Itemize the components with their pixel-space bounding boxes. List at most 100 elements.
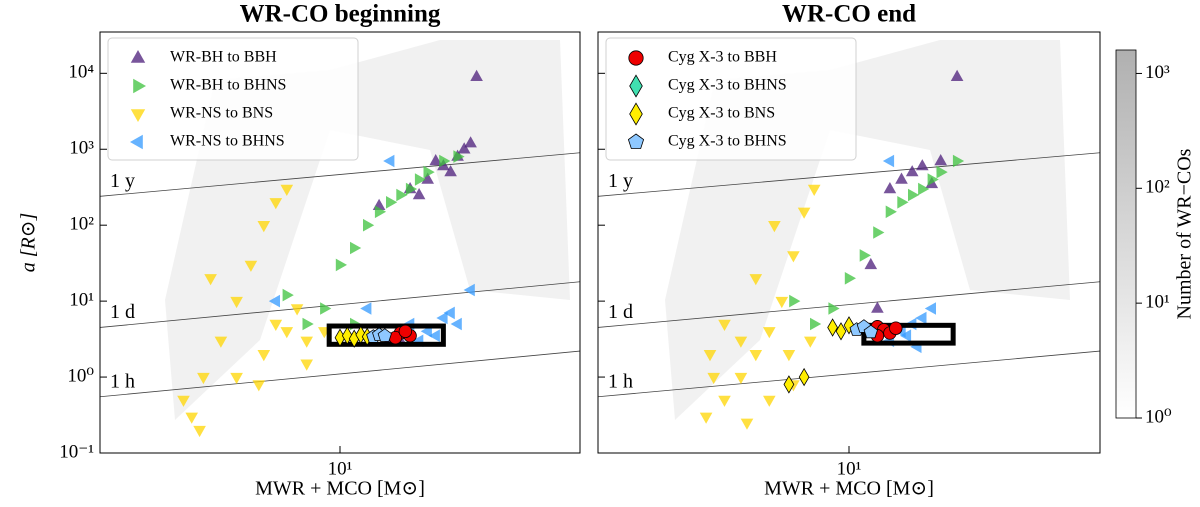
marker (629, 74, 643, 98)
period-label: 1 h (110, 370, 135, 392)
marker (797, 207, 811, 219)
cyg-box (326, 323, 446, 347)
marker (335, 258, 347, 272)
marker (883, 182, 897, 194)
period-line (99, 350, 581, 398)
marker (629, 102, 643, 126)
marker (269, 198, 283, 210)
marker (889, 321, 903, 335)
marker (718, 395, 731, 407)
marker (396, 188, 408, 202)
colorbar (1115, 49, 1137, 419)
marker (130, 50, 146, 63)
marker (828, 302, 840, 315)
marker (871, 301, 884, 313)
marker (807, 184, 821, 196)
marker (768, 221, 781, 233)
marker (428, 329, 440, 342)
period-label: 1 d (608, 301, 633, 323)
marker (844, 272, 856, 285)
marker (950, 69, 964, 81)
marker (952, 154, 965, 168)
axes-frame (597, 31, 1101, 454)
marker (798, 367, 810, 387)
legend-label: WR-NS to BHNS (170, 133, 285, 150)
marker (934, 154, 947, 166)
y-axis-label: a [R⊙] (18, 213, 40, 273)
marker (423, 165, 435, 179)
series-group (699, 69, 965, 430)
marker (924, 302, 936, 315)
panel-title: WR-CO end (782, 1, 916, 28)
marker (429, 154, 442, 166)
marker (463, 283, 475, 297)
colorbar-tick-label: 10³ (1145, 62, 1170, 83)
marker (386, 196, 398, 209)
legend-label: WR-NS to BNS (170, 105, 273, 122)
marker (775, 296, 789, 309)
cyg-box (861, 322, 956, 346)
period-label: 1 h (608, 370, 633, 392)
marker (405, 182, 418, 196)
marker (734, 372, 748, 385)
marker (177, 395, 190, 407)
marker (197, 372, 210, 385)
marker (214, 336, 228, 348)
marker (453, 150, 465, 163)
marker (383, 154, 395, 168)
marker (320, 302, 332, 315)
marker (628, 50, 644, 66)
marker (859, 249, 871, 262)
marker (444, 165, 457, 177)
marker (707, 372, 720, 385)
marker (787, 251, 800, 263)
marker (916, 159, 929, 171)
y-tick-label: 10⁰ (67, 365, 94, 386)
marker (734, 336, 748, 348)
marker (464, 136, 477, 148)
marker (290, 304, 304, 316)
x-tick-label: 10¹ (328, 458, 353, 479)
y-tick-label: 10² (69, 214, 94, 235)
marker (185, 412, 198, 424)
marker (863, 324, 878, 339)
marker (882, 154, 895, 168)
marker (269, 319, 283, 331)
x-axis-label: MWR + MCO [M⊙] (764, 478, 934, 500)
marker (763, 395, 776, 407)
marker (439, 154, 451, 168)
marker (130, 134, 143, 150)
marker (810, 317, 822, 331)
marker (363, 218, 375, 232)
legend-label: Cyg X-3 to BNS (668, 105, 775, 122)
marker (804, 336, 817, 348)
marker (302, 317, 314, 331)
marker (782, 350, 796, 362)
marker (749, 350, 763, 362)
marker (377, 328, 392, 342)
marker (282, 288, 294, 302)
legend-label: Cyg X-3 to BBH (668, 49, 777, 66)
marker (300, 359, 313, 371)
legend-box (605, 37, 857, 161)
legend-label: Cyg X-3 to BHNS (668, 133, 787, 150)
marker (783, 375, 795, 394)
marker (300, 336, 313, 348)
colorbar-tick-label: 10² (1145, 177, 1170, 198)
panel-title: WR-CO beginning (240, 1, 441, 28)
marker (414, 173, 427, 186)
marker (718, 319, 731, 331)
colorbar-tick-label: 10⁰ (1145, 406, 1172, 427)
marker (835, 322, 847, 341)
y-tick-label: 10³ (69, 138, 94, 159)
marker (450, 317, 462, 331)
marker (374, 205, 387, 219)
marker (244, 260, 258, 272)
marker (360, 302, 372, 315)
marker (864, 257, 878, 270)
y-tick-label: 10¹ (69, 289, 94, 310)
marker (350, 241, 362, 255)
marker (421, 172, 434, 184)
marker (257, 350, 271, 362)
marker (873, 226, 885, 239)
